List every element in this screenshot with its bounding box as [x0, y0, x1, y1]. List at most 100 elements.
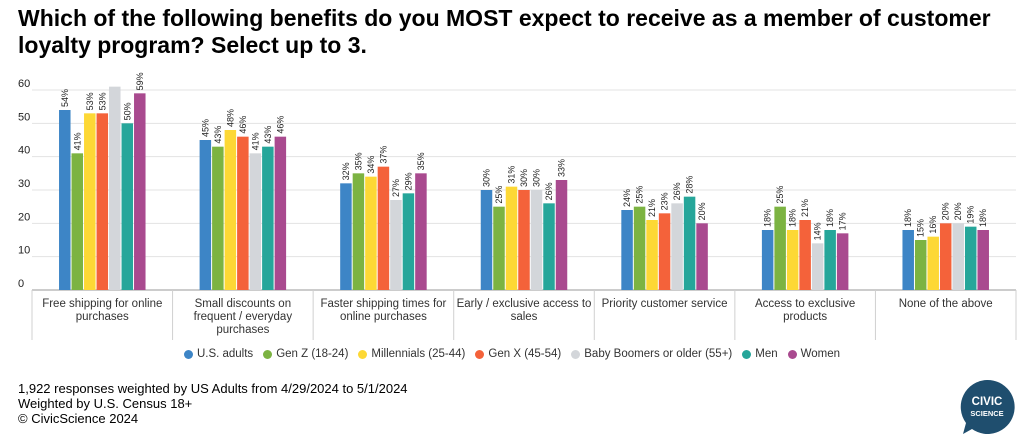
bar: [914, 240, 927, 290]
y-tick-label: 20: [18, 211, 30, 223]
legend-item: Gen Z (18-24): [263, 348, 348, 360]
bar: [402, 193, 415, 290]
footer-responses: 1,922 responses weighted by US Adults fr…: [18, 381, 408, 396]
data-label: 41%: [250, 132, 260, 150]
data-label: 16%: [928, 216, 938, 234]
bar: [84, 113, 96, 290]
y-tick-label: 40: [18, 145, 30, 157]
bar: [212, 146, 224, 290]
data-label: 18%: [903, 209, 913, 227]
x-tick-label: None of the above: [899, 298, 993, 310]
data-label: 53%: [97, 92, 107, 110]
data-label: 50%: [122, 102, 132, 120]
data-label: 20%: [697, 202, 707, 220]
data-label: 19%: [966, 206, 976, 224]
data-label: 26%: [672, 182, 682, 200]
x-tick-label: Faster shipping times for: [320, 298, 446, 310]
bar: [390, 200, 402, 290]
data-label: 35%: [353, 152, 363, 170]
bar: [543, 203, 555, 290]
data-label: 25%: [494, 186, 504, 204]
x-tick-label: Priority customer service: [602, 298, 728, 310]
bar: [646, 220, 658, 290]
legend-item: Baby Boomers or older (55+): [571, 348, 732, 360]
bar: [340, 183, 352, 290]
data-label: 59%: [135, 72, 145, 90]
bar: [274, 136, 287, 290]
bar: [59, 110, 71, 290]
bar: [518, 190, 530, 290]
x-tick-label: sales: [511, 311, 538, 323]
bar: [530, 190, 543, 290]
legend-swatch: [358, 349, 368, 359]
legend-item: Gen X (45-54): [475, 348, 561, 360]
legend-item: Men: [742, 348, 778, 360]
bar: [96, 113, 109, 290]
bar: [365, 176, 377, 290]
x-tick-label: Access to exclusive: [755, 298, 855, 310]
data-label: 34%: [366, 156, 376, 174]
bar: [836, 233, 849, 290]
data-label: 18%: [763, 209, 773, 227]
legend-item: Millennials (25-44): [358, 348, 465, 360]
data-label: 25%: [635, 186, 645, 204]
data-label: 20%: [941, 202, 951, 220]
data-label: 30%: [532, 169, 542, 187]
data-label: 37%: [378, 146, 388, 164]
bar: [109, 86, 121, 291]
y-tick-label: 10: [18, 245, 30, 257]
data-label: 41%: [72, 132, 82, 150]
bar: [761, 230, 774, 290]
legend-label: U.S. adults: [196, 348, 254, 360]
legend-swatch: [571, 349, 581, 359]
bar: [377, 166, 390, 290]
data-label: 23%: [660, 192, 670, 210]
footer-weighting: Weighted by U.S. Census 18+: [18, 396, 193, 411]
data-label: 26%: [544, 182, 554, 200]
bar: [121, 123, 134, 290]
bar: [352, 173, 365, 290]
bar: [977, 230, 989, 290]
data-label: 24%: [622, 189, 632, 207]
bar: [671, 203, 683, 290]
legend-item: U.S. adults: [183, 348, 254, 360]
data-label: 32%: [341, 162, 351, 180]
data-label: 21%: [647, 199, 657, 217]
bar: [786, 230, 799, 290]
data-label: 18%: [825, 209, 835, 227]
bar: [621, 210, 633, 290]
legend-label: Millennials (25-44): [371, 348, 466, 360]
legend-label: Women: [800, 348, 841, 360]
bar: [683, 196, 696, 290]
data-label: 35%: [416, 152, 426, 170]
data-label: 30%: [482, 169, 492, 187]
footer-notes: 1,922 responses weighted by US Adults fr…: [18, 381, 408, 426]
bar: [237, 136, 249, 290]
bar: [224, 130, 237, 290]
bar: [774, 206, 786, 290]
bar: [658, 213, 671, 290]
data-label: 48%: [225, 109, 235, 127]
x-tick-label: products: [783, 311, 827, 323]
data-label: 43%: [213, 126, 223, 144]
x-tick-label: purchases: [216, 324, 269, 336]
chart-legend: U.S. adults Gen Z (18-24) Millennials (25-…: [0, 348, 1024, 360]
data-label: 33%: [557, 159, 567, 177]
legend-swatch: [787, 349, 797, 359]
legend-label: Gen X (45-54): [488, 348, 562, 360]
x-tick-label: Free shipping for online: [42, 298, 162, 310]
bar: [811, 243, 824, 290]
data-label: 46%: [275, 116, 285, 134]
bar: [799, 220, 811, 290]
bar: [493, 206, 505, 290]
x-tick-label: online purchases: [340, 311, 427, 323]
bar: [134, 93, 146, 290]
logo-text-civic: CIVIC: [972, 396, 1003, 408]
x-tick-label: purchases: [76, 311, 129, 323]
bar: [939, 223, 952, 290]
x-tick-label: Early / exclusive access to: [457, 298, 592, 310]
bar: [902, 230, 914, 290]
data-label: 20%: [953, 202, 963, 220]
bar: [927, 236, 939, 290]
bar: [633, 206, 646, 290]
